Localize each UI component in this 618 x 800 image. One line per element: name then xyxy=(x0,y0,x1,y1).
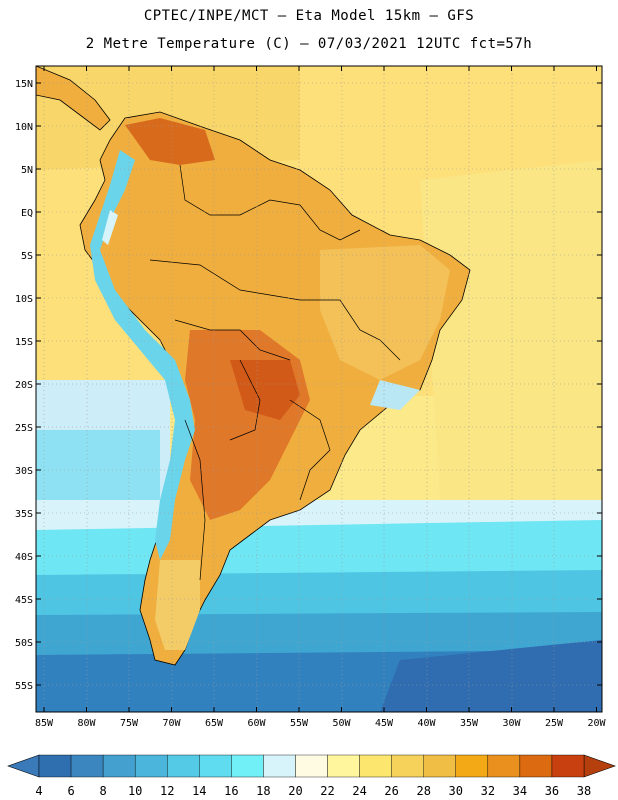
colorbar-swatch xyxy=(199,754,232,778)
lon-label: 85W xyxy=(35,718,54,729)
colorbar-label: 30 xyxy=(449,784,463,798)
lon-label: 65W xyxy=(205,718,224,729)
central-america-land xyxy=(36,66,111,131)
colorbar-swatch xyxy=(487,754,521,778)
lat-label: 35S xyxy=(15,509,33,520)
colorbar-label: 18 xyxy=(256,784,270,798)
longitude-labels: 85W 80W 75W 70W 65W 60W 55W 50W 45W 40W 35W 30W 25W 2… xyxy=(35,718,607,729)
colorbar-swatch xyxy=(295,754,328,778)
lon-label: 45W xyxy=(375,718,394,729)
lon-label: 70W xyxy=(162,718,181,729)
colorbar-swatch xyxy=(455,754,489,778)
colorbar-max-arrow xyxy=(583,754,616,778)
lat-label: 5N xyxy=(21,165,33,176)
lat-label: 10N xyxy=(15,122,33,133)
colorbar-label: 28 xyxy=(416,784,430,798)
southeast-cool-patch xyxy=(370,380,420,410)
lon-label: 20W xyxy=(587,718,606,729)
colorbar-swatch xyxy=(38,754,72,778)
lon-label: 55W xyxy=(290,718,309,729)
lat-label: 10S xyxy=(15,294,33,305)
lat-label: 15S xyxy=(15,337,33,348)
colorbar-label: 26 xyxy=(384,784,398,798)
colorbar-swatch xyxy=(551,754,585,778)
east-brazil-warm xyxy=(320,245,450,380)
lon-label: 60W xyxy=(247,718,266,729)
lon-label: 25W xyxy=(545,718,564,729)
northern-hot-region xyxy=(125,118,215,165)
colorbar-labels: 4 6 8 10 12 14 16 18 20 22 24 26 28 30 32 34 36 38 xyxy=(35,784,591,798)
map-frame xyxy=(35,65,603,713)
colorbar-label: 4 xyxy=(35,784,42,798)
lat-label: 5S xyxy=(21,251,33,262)
lat-label: 30S xyxy=(15,466,33,477)
colorbar-swatch xyxy=(263,754,296,778)
lat-label: 55S xyxy=(15,681,33,692)
colorbar: 4 6 8 10 12 14 16 18 20 22 24 26 28 30 32 34 36 38 xyxy=(7,754,616,798)
southern-ocean-deep xyxy=(380,640,602,712)
lon-label: 75W xyxy=(120,718,139,729)
chart-title-line1: CPTEC/INPE/MCT – Eta Model 15km – GFS xyxy=(143,8,475,24)
colorbar-label: 36 xyxy=(545,784,559,798)
colorbar-swatch xyxy=(519,754,553,778)
lon-label: 30W xyxy=(502,718,521,729)
colorbar-swatch xyxy=(134,754,168,778)
colorbar-swatch xyxy=(231,754,264,778)
colorbar-swatch xyxy=(423,754,456,778)
lat-label: 40S xyxy=(15,552,33,563)
colorbar-swatch xyxy=(391,754,424,778)
colorbar-label: 38 xyxy=(577,784,591,798)
lat-label: EQ xyxy=(21,208,33,219)
colorbar-swatch xyxy=(70,754,104,778)
colorbar-label: 10 xyxy=(128,784,142,798)
country-borders xyxy=(149,164,401,581)
chart-title-line2: 2 Metre Temperature (C) – 07/03/2021 12U… xyxy=(85,36,533,52)
colorbar-label: 6 xyxy=(67,784,74,798)
colorbar-swatch xyxy=(167,754,200,778)
colorbar-label: 34 xyxy=(513,784,527,798)
colorbar-label: 16 xyxy=(224,784,238,798)
colorbar-swatch xyxy=(327,754,360,778)
map-field xyxy=(36,66,602,712)
colorbar-label: 14 xyxy=(192,784,206,798)
patagonia-region xyxy=(155,560,200,650)
lat-label: 50S xyxy=(15,638,33,649)
latitude-labels: 15N 10N 5N EQ 5S 10S 15S 20S 25S 30S 35S 40S 45S 50S 5… xyxy=(15,79,33,692)
lat-label: 45S xyxy=(15,595,33,606)
atlantic-warm xyxy=(420,160,602,500)
colorbar-min-arrow xyxy=(7,754,40,778)
colorbar-swatches xyxy=(38,754,585,778)
lat-label: 25S xyxy=(15,423,33,434)
lon-label: 40W xyxy=(417,718,436,729)
lon-label: 80W xyxy=(77,718,96,729)
colorbar-label: 20 xyxy=(288,784,302,798)
colorbar-label: 12 xyxy=(160,784,174,798)
lon-label: 35W xyxy=(460,718,479,729)
colorbar-swatch xyxy=(102,754,136,778)
colorbar-label: 22 xyxy=(320,784,334,798)
colorbar-label: 8 xyxy=(100,784,107,798)
lat-label: 20S xyxy=(15,380,33,391)
colorbar-label: 24 xyxy=(352,784,366,798)
colorbar-label: 32 xyxy=(481,784,495,798)
lat-label: 15N xyxy=(15,79,33,90)
axis-ticks xyxy=(36,66,602,712)
andes-cool-patch xyxy=(102,210,118,245)
lon-label: 50W xyxy=(332,718,351,729)
colorbar-swatch xyxy=(359,754,392,778)
